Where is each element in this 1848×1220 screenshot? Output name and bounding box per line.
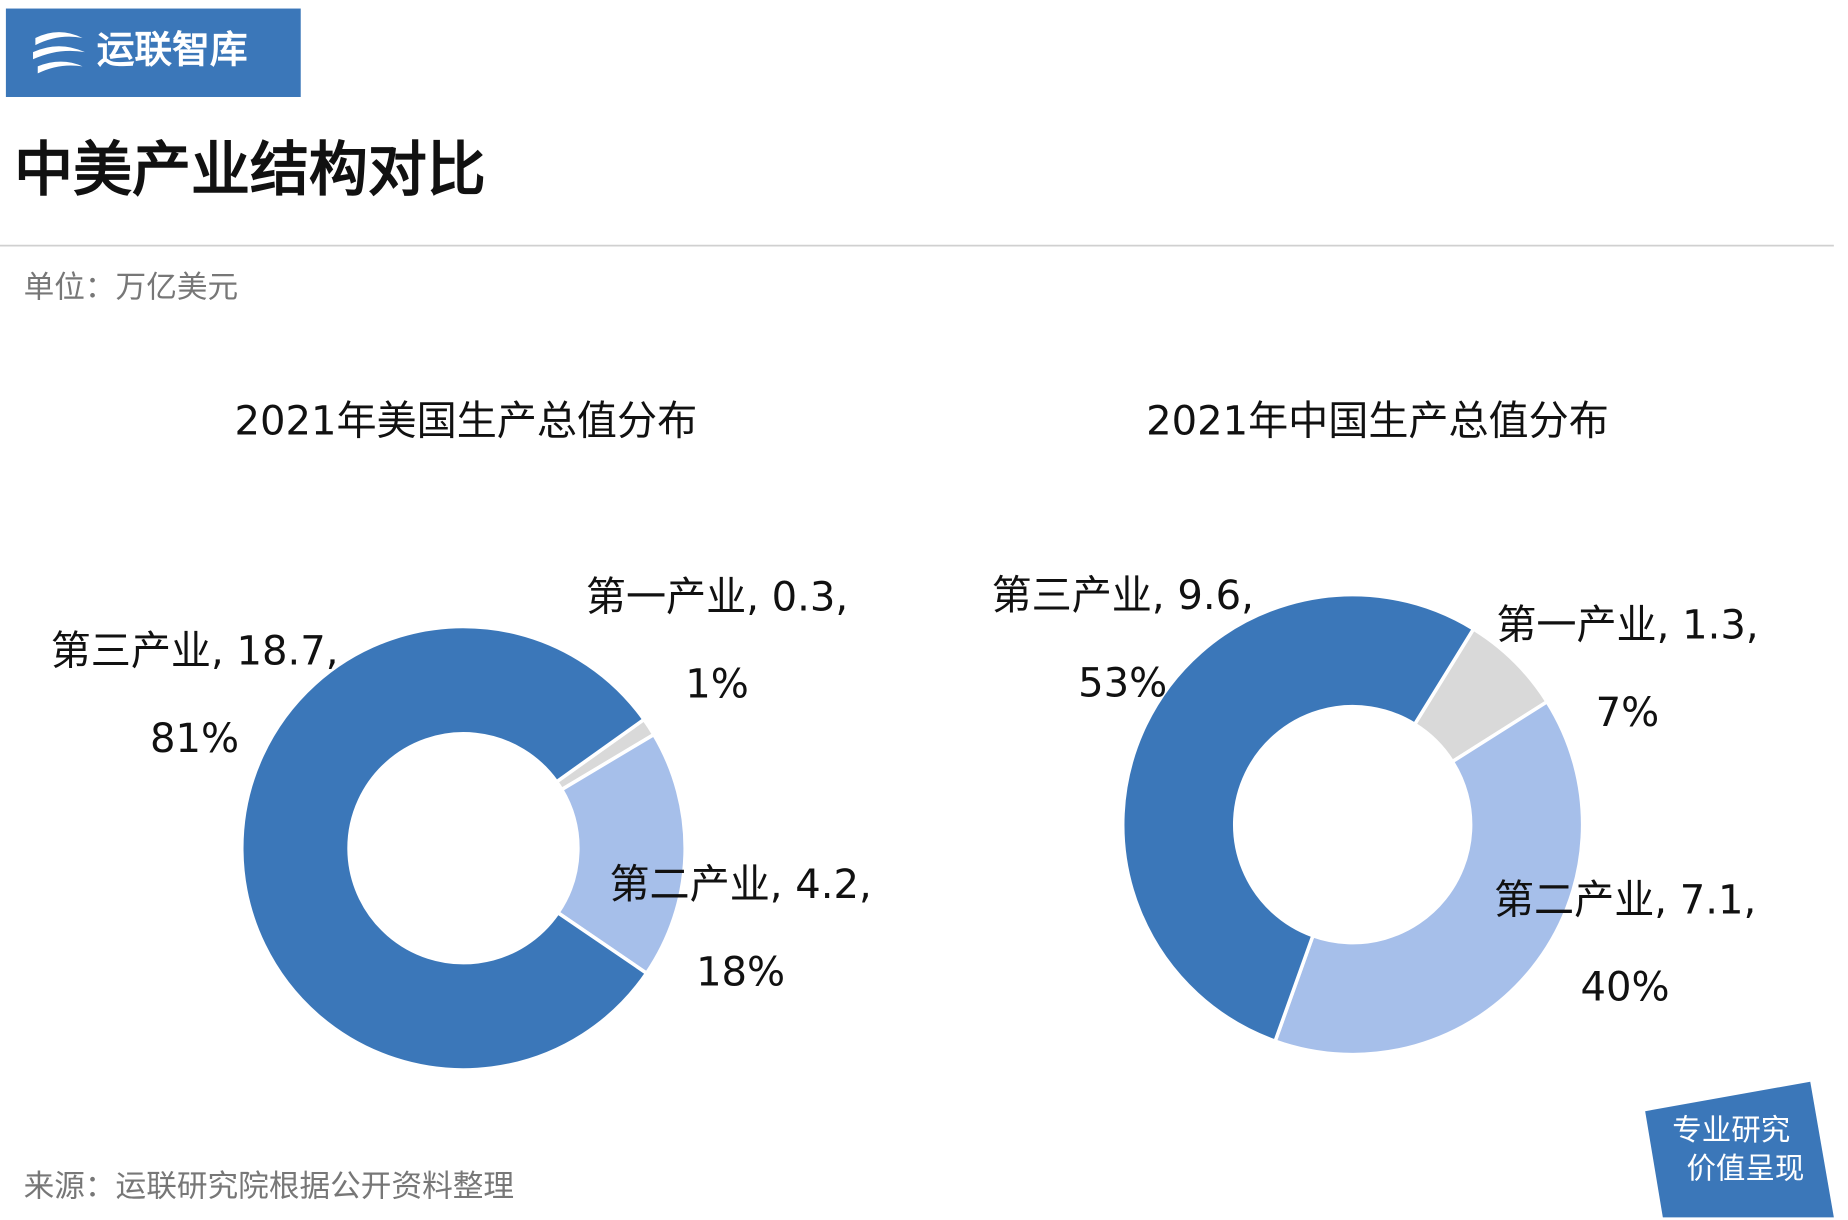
data-label: 第二产业, 7.1, bbox=[1494, 877, 1756, 923]
unit-note: 单位：万亿美元 bbox=[24, 271, 239, 306]
data-label: 1% bbox=[685, 662, 749, 708]
data-label: 7% bbox=[1596, 690, 1660, 736]
data-label: 18% bbox=[696, 949, 785, 995]
data-label: 81% bbox=[150, 716, 239, 762]
data-label: 第二产业, 4.2, bbox=[609, 862, 871, 908]
data-label: 第一产业, 1.3, bbox=[1496, 603, 1758, 649]
donut-slice bbox=[1272, 699, 1585, 1057]
source-note: 来源：运联研究院根据公开资料整理 bbox=[24, 1169, 515, 1204]
badge-text: 价值呈现 bbox=[1686, 1152, 1804, 1186]
data-label: 第一产业, 0.3, bbox=[586, 574, 848, 620]
data-label: 40% bbox=[1581, 965, 1670, 1011]
badge bbox=[1645, 1081, 1834, 1218]
chart-title: 2021年中国生产总值分布 bbox=[1146, 399, 1609, 445]
data-label: 53% bbox=[1078, 660, 1167, 706]
logo-text: 运联智库 bbox=[97, 28, 248, 72]
logo-icon bbox=[33, 32, 85, 74]
donut-slice bbox=[240, 624, 650, 1072]
chart-title: 2021年美国生产总值分布 bbox=[234, 399, 697, 445]
data-label: 第三产业, 9.6, bbox=[992, 573, 1254, 619]
donut-slice bbox=[555, 732, 687, 976]
page-title: 中美产业结构对比 bbox=[14, 135, 486, 204]
donut-slice bbox=[1120, 592, 1476, 1044]
badge-text: 专业研究 bbox=[1672, 1113, 1790, 1147]
data-label: 第三产业, 18.7, bbox=[51, 629, 339, 675]
logo-box bbox=[5, 8, 301, 97]
